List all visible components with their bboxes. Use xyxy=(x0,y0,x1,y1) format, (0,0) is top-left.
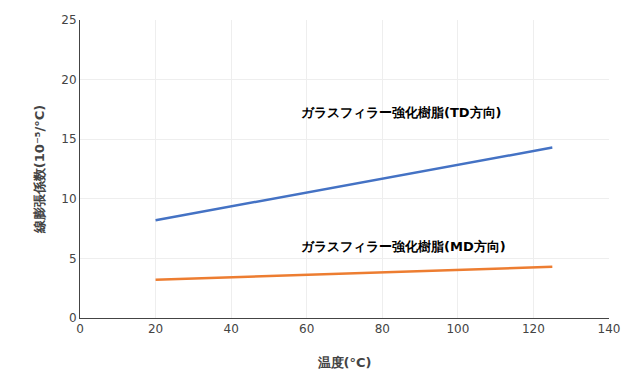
svg-text:20: 20 xyxy=(61,73,76,87)
svg-text:140: 140 xyxy=(598,322,621,336)
svg-text:線膨張係数(10⁻⁵/°C): 線膨張係数(10⁻⁵/°C) xyxy=(32,105,47,234)
svg-text:温度(°C): 温度(°C) xyxy=(317,355,372,370)
svg-text:25: 25 xyxy=(61,13,76,27)
svg-text:15: 15 xyxy=(61,132,76,146)
svg-text:ガラスフィラー強化樹脂(TD方向): ガラスフィラー強化樹脂(TD方向) xyxy=(301,105,502,120)
svg-text:0: 0 xyxy=(69,311,77,325)
svg-text:0: 0 xyxy=(76,322,84,336)
svg-text:60: 60 xyxy=(299,322,314,336)
svg-text:5: 5 xyxy=(69,252,77,266)
svg-text:ガラスフィラー強化樹脂(MD方向): ガラスフィラー強化樹脂(MD方向) xyxy=(301,239,506,254)
svg-text:100: 100 xyxy=(446,322,469,336)
svg-text:120: 120 xyxy=(522,322,545,336)
svg-text:40: 40 xyxy=(223,322,238,336)
svg-text:80: 80 xyxy=(375,322,390,336)
svg-text:20: 20 xyxy=(148,322,163,336)
svg-text:10: 10 xyxy=(61,192,76,206)
